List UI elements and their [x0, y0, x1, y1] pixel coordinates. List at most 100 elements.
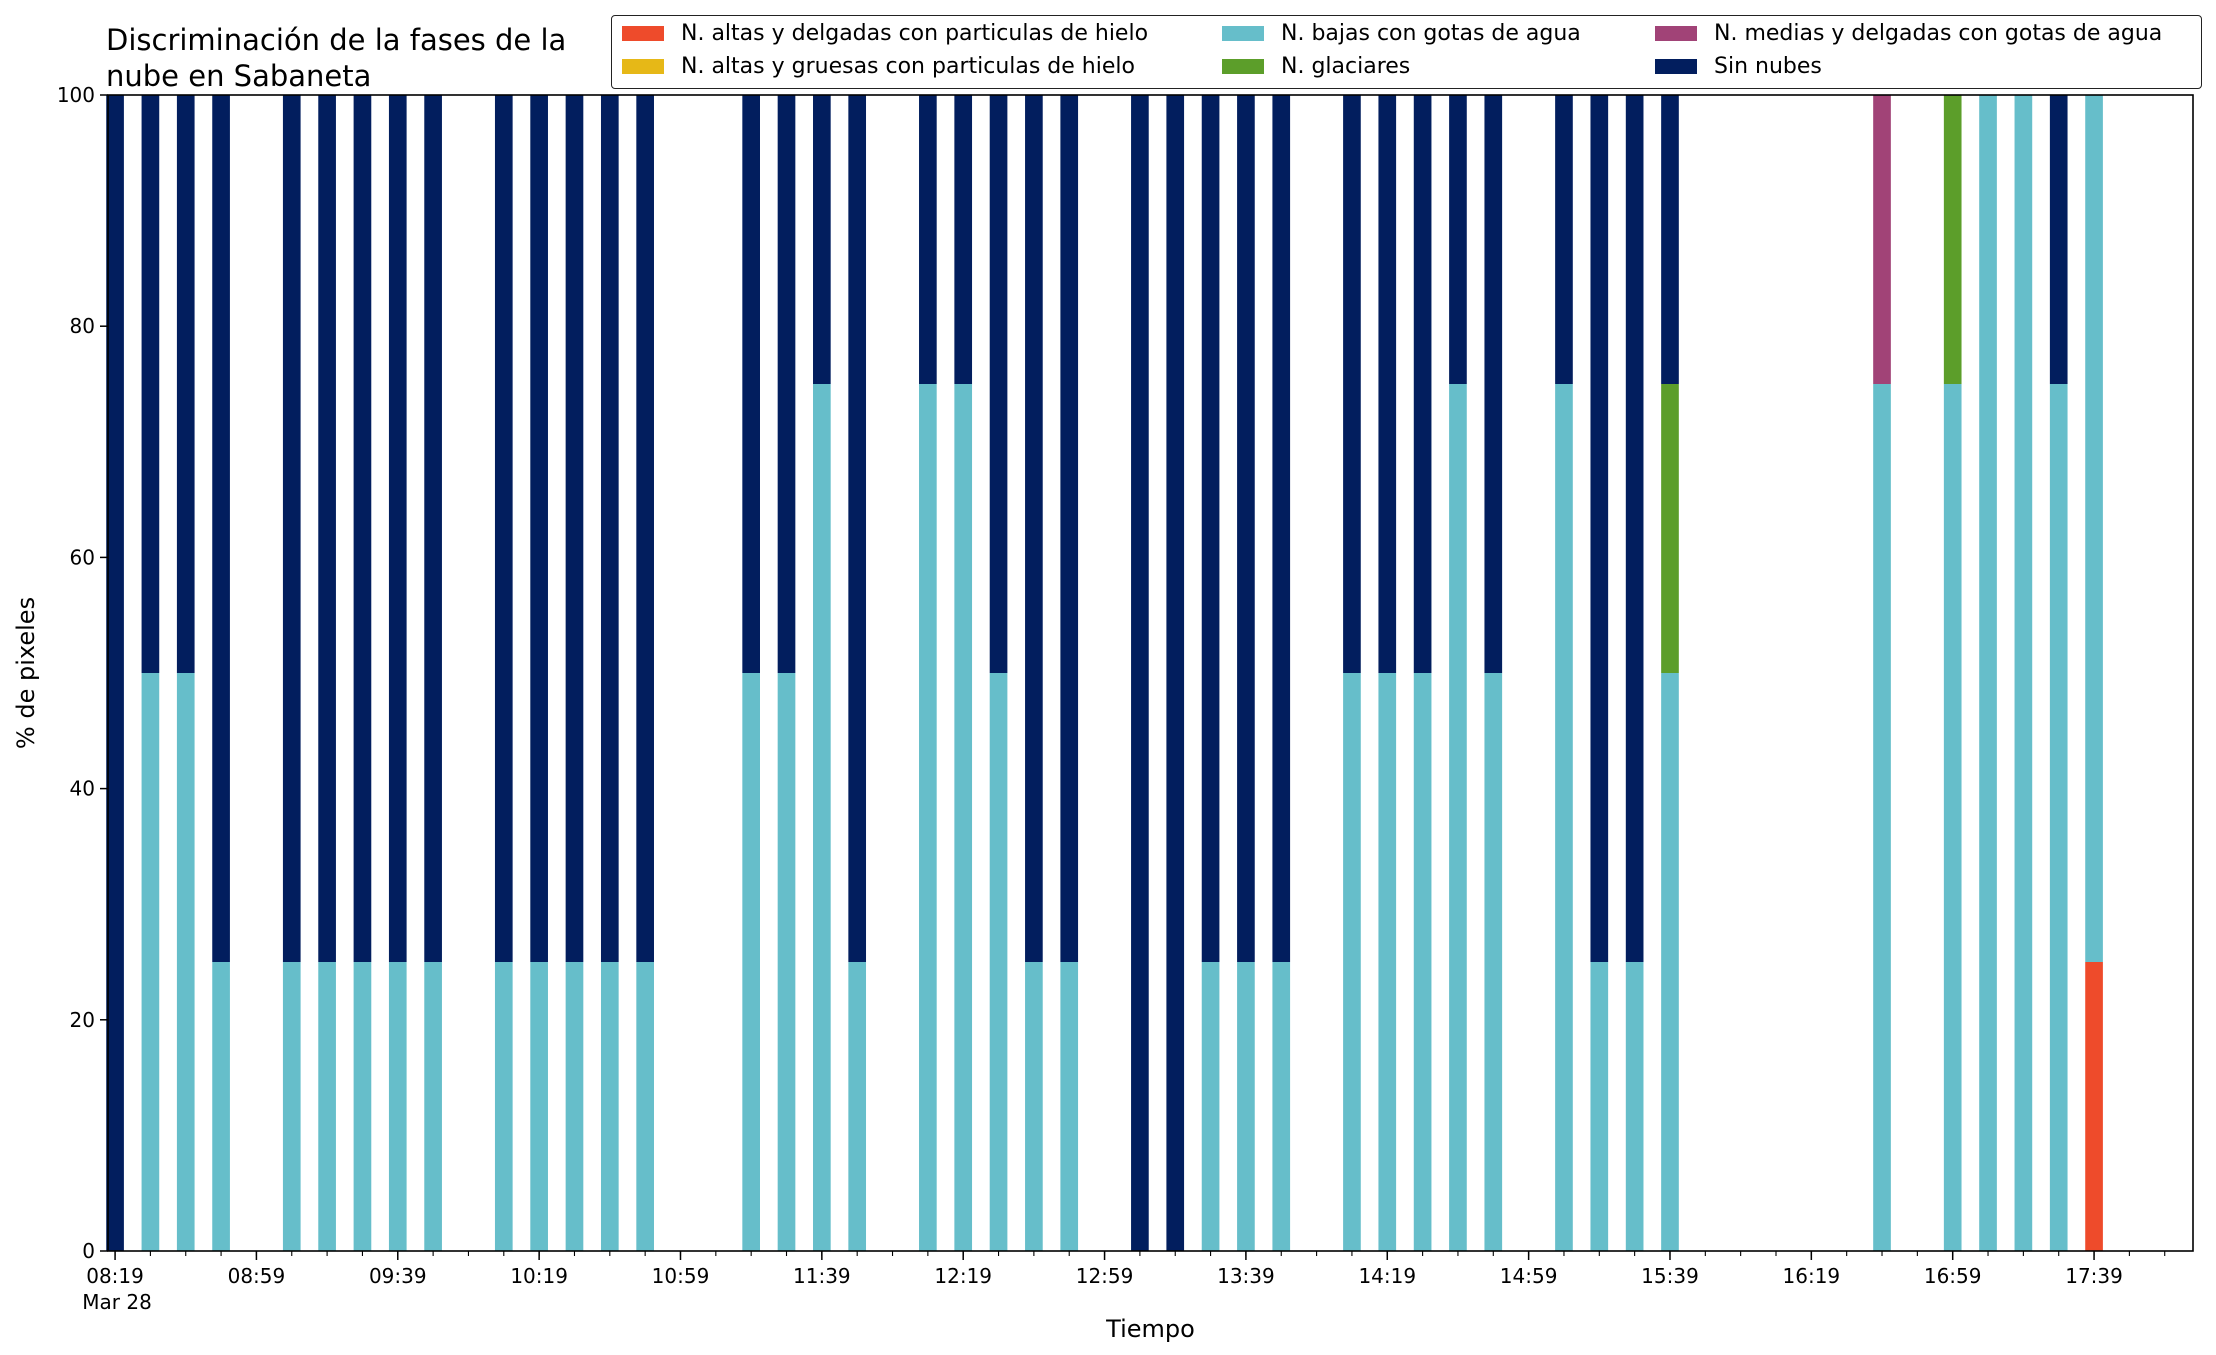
x-tick-label: 12:59 — [1076, 1264, 1134, 1288]
x-tick-label: 11:39 — [793, 1264, 851, 1288]
bar-segment-6 — [106, 95, 124, 1251]
bar-stack-1149 — [848, 95, 867, 1251]
bar-segment-1 — [2085, 962, 2103, 1251]
bar-segment-3 — [1060, 962, 1079, 1251]
bar-segment-6 — [954, 95, 973, 384]
bar-segment-6 — [1237, 95, 1255, 962]
bar-segment-3 — [636, 962, 654, 1251]
bar-segment-3 — [212, 962, 230, 1251]
legend-swatch — [1222, 59, 1264, 74]
bar-segment-6 — [494, 95, 513, 962]
bar-stack-1239 — [1025, 95, 1043, 1251]
bar-stack-1209 — [919, 95, 937, 1251]
bar-segment-5 — [1873, 95, 1891, 384]
bar-stack-1529 — [1625, 95, 1644, 1251]
bar-segment-3 — [530, 962, 548, 1251]
x-tick-label: 14:19 — [1358, 1264, 1416, 1288]
bar-segment-3 — [954, 384, 973, 1251]
bar-segment-6 — [1625, 95, 1644, 962]
bar-stack-0819 — [106, 95, 124, 1251]
x-tick-label: 13:39 — [1217, 1264, 1275, 1288]
bar-stack-1319 — [1166, 95, 1185, 1251]
legend-label: N. medias y delgadas con gotas de agua — [1714, 21, 2163, 46]
bar-segment-6 — [777, 95, 796, 673]
bar-segment-3 — [848, 962, 867, 1251]
bar-segment-6 — [212, 95, 230, 962]
bar-stack-1519 — [1590, 95, 1609, 1251]
bar-stack-1439 — [1449, 95, 1467, 1251]
bar-stack-1419 — [1378, 95, 1397, 1251]
bar-stack-0919 — [318, 95, 336, 1251]
bars-layer — [106, 95, 2103, 1251]
bar-stack-0849 — [212, 95, 230, 1251]
plot-area-frame — [107, 94, 2194, 1252]
legend-item-sin-nubes: Sin nubes — [1655, 54, 1822, 79]
bar-stack-1119 — [742, 95, 760, 1251]
x-axis-title: Tiempo — [1105, 1315, 1195, 1343]
bar-stack-1729 — [2049, 95, 2068, 1251]
bar-stack-1329 — [1201, 95, 1220, 1251]
bar-segment-3 — [1449, 384, 1467, 1251]
bar-segment-6 — [318, 95, 336, 962]
bar-stack-1429 — [1413, 95, 1432, 1251]
bar-segment-3 — [1378, 673, 1397, 1251]
bar-stack-0839 — [176, 95, 195, 1251]
bar-segment-3 — [1484, 673, 1503, 1251]
bar-segment-6 — [176, 95, 195, 673]
chart-title-line-1: Discriminación de la fases de la — [106, 23, 567, 57]
bar-segment-6 — [1166, 95, 1185, 1251]
bar-stack-1659 — [1943, 95, 1962, 1251]
bar-segment-3 — [1413, 673, 1432, 1251]
bar-stack-1049 — [636, 95, 654, 1251]
bar-stack-1719 — [2014, 95, 2033, 1251]
y-axis-title: % de pixeles — [12, 597, 40, 749]
bar-stack-1709 — [1979, 95, 1997, 1251]
bar-segment-6 — [1378, 95, 1397, 673]
bar-segment-6 — [919, 95, 937, 384]
legend-label: Sin nubes — [1714, 54, 1822, 79]
bar-segment-3 — [1943, 384, 1962, 1251]
bar-segment-6 — [1413, 95, 1432, 673]
legend-swatch — [1655, 26, 1697, 41]
bar-stack-1309 — [1131, 95, 1149, 1251]
x-tick-label: 17:39 — [2065, 1264, 2123, 1288]
bar-segment-6 — [1343, 95, 1361, 673]
axes-layer — [100, 94, 2166, 1260]
legend-label: N. bajas con gotas de agua — [1281, 21, 1581, 46]
legend-item-n-medias-delgadas: N. medias y delgadas con gotas de agua — [1655, 21, 2162, 46]
bar-segment-3 — [989, 673, 1008, 1251]
x-tick-label: 08:59 — [228, 1264, 286, 1288]
bar-segment-3 — [1237, 962, 1255, 1251]
bar-segment-3 — [2049, 384, 2068, 1251]
legend-item-n-altas-gruesas: N. altas y gruesas con particulas de hie… — [622, 54, 1135, 79]
bar-segment-6 — [565, 95, 584, 962]
x-date-label: Mar 28 — [82, 1290, 152, 1314]
x-tick-label: 14:59 — [1500, 1264, 1558, 1288]
bar-segment-3 — [777, 673, 796, 1251]
bar-segment-3 — [2014, 95, 2033, 1251]
x-tick-label: 10:59 — [652, 1264, 710, 1288]
y-tick-label: 0 — [82, 1239, 95, 1263]
bar-segment-6 — [1060, 95, 1079, 962]
y-tick-label: 60 — [70, 545, 95, 569]
bar-segment-6 — [1590, 95, 1609, 962]
bar-segment-6 — [353, 95, 372, 962]
chart-title-line-2: nube en Sabaneta — [106, 59, 372, 93]
legend-item-n-altas-delgadas: N. altas y delgadas con particulas de hi… — [622, 21, 1148, 46]
y-tick-label: 40 — [70, 777, 95, 801]
bar-segment-6 — [424, 95, 442, 962]
bar-segment-3 — [494, 962, 513, 1251]
bar-segment-3 — [600, 962, 619, 1251]
x-tick-label: 16:19 — [1783, 1264, 1841, 1288]
bar-segment-3 — [1661, 673, 1679, 1251]
legend-label: N. altas y delgadas con particulas de hi… — [681, 21, 1149, 46]
bar-stack-0929 — [353, 95, 372, 1251]
bar-segment-6 — [2049, 95, 2068, 384]
bar-stack-1449 — [1484, 95, 1503, 1251]
bar-stack-1349 — [1272, 95, 1291, 1251]
bar-stack-1249 — [1060, 95, 1079, 1251]
bar-segment-3 — [353, 962, 372, 1251]
bar-segment-6 — [530, 95, 548, 962]
legend-swatch — [1222, 26, 1264, 41]
bar-stack-1409 — [1343, 95, 1361, 1251]
